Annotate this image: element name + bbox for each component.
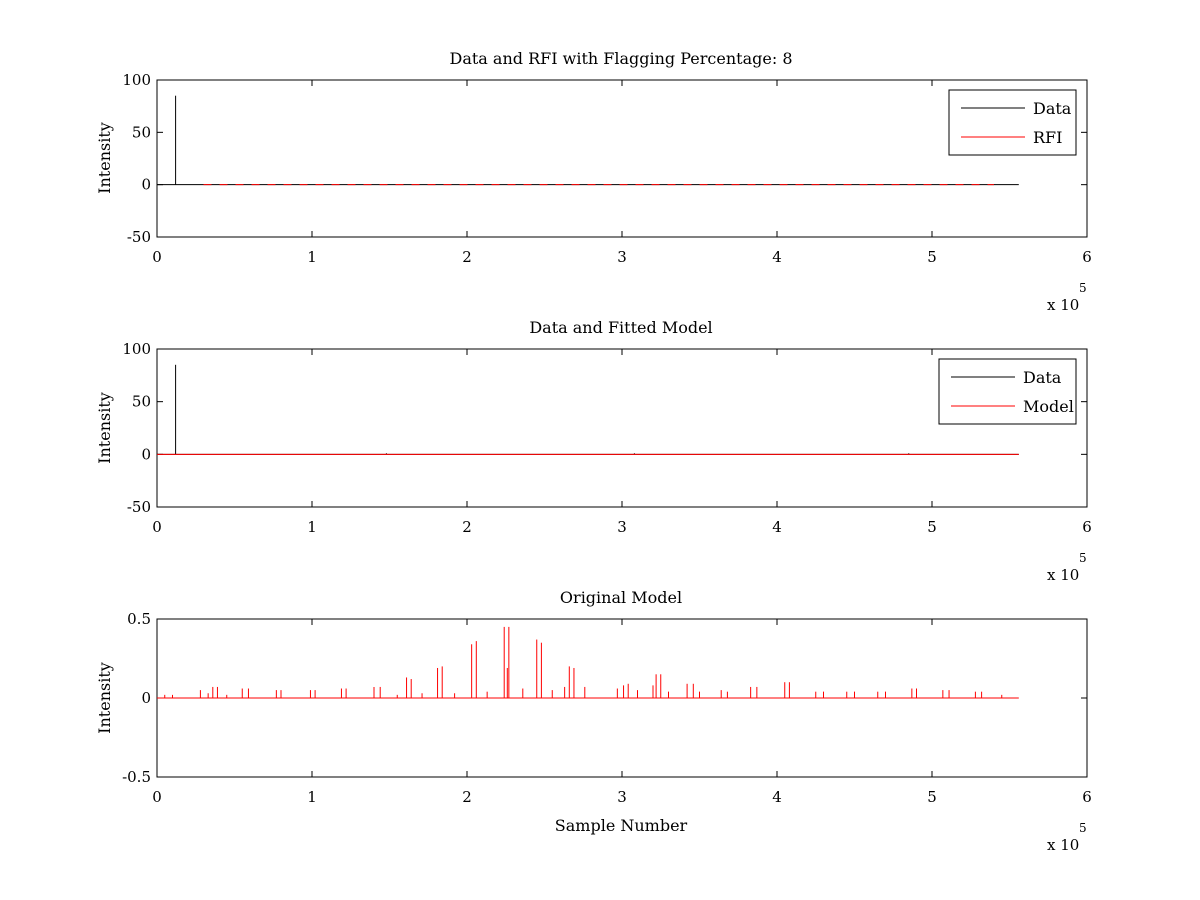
x-tick-label: 6	[1082, 248, 1092, 266]
x-tick-label: 4	[772, 518, 782, 536]
y-tick-label: 100	[122, 71, 151, 89]
x-tick-label: 3	[617, 788, 627, 806]
x-tick-label: 4	[772, 788, 782, 806]
chart-title: Data and RFI with Flagging Percentage: 8	[449, 49, 792, 68]
x-tick-label: 4	[772, 248, 782, 266]
y-tick-label: -50	[127, 228, 151, 246]
plot-area: 0 1 2 3 4 5 6-0.500.5	[122, 610, 1092, 806]
x-axis-multiplier: x 10	[1047, 566, 1079, 584]
y-tick-label: 100	[122, 340, 151, 358]
x-tick-label: 5	[927, 788, 937, 806]
x-axis-multiplier-exponent: 5	[1079, 821, 1087, 835]
chart-title: Data and Fitted Model	[529, 318, 712, 337]
x-tick-label: 0	[152, 248, 162, 266]
legend: Data RFI	[948, 89, 1077, 156]
subplot-data-model: Data and Fitted Model Intensity 0 1 2 3 4 5 6 -…	[95, 318, 1092, 584]
x-tick-label: 1	[307, 518, 317, 536]
x-tick-label: 2	[462, 518, 472, 536]
y-tick-label: 0.5	[127, 610, 151, 628]
y-axis-label: Intensity	[95, 392, 114, 464]
legend-entry: RFI	[1033, 128, 1062, 147]
x-tick-label: 0	[152, 518, 162, 536]
y-tick-label: 0	[141, 445, 151, 463]
y-tick-label: 0	[141, 689, 151, 707]
axes-frame	[156, 348, 1088, 508]
x-tick-label: 1	[307, 248, 317, 266]
x-axis-multiplier-exponent: 5	[1079, 281, 1087, 295]
x-tick-label: 6	[1082, 518, 1092, 536]
x-tick-label: 2	[462, 788, 472, 806]
x-tick-label: 0	[152, 788, 162, 806]
y-tick-label: -50	[127, 498, 151, 516]
y-tick-label: 0	[141, 176, 151, 194]
x-tick-label: 3	[617, 248, 627, 266]
x-axis-multiplier: x 10	[1047, 836, 1079, 854]
x-axis-multiplier: x 10	[1047, 296, 1079, 314]
legend-box	[948, 89, 1077, 156]
x-tick-label: 1	[307, 788, 317, 806]
chart-title: Original Model	[560, 588, 682, 607]
legend-entry: Data	[1023, 368, 1062, 387]
x-tick-label: 5	[927, 518, 937, 536]
legend-entry: Model	[1023, 397, 1074, 416]
x-axis-label: Sample Number	[555, 816, 688, 835]
x-tick-label: 5	[927, 248, 937, 266]
x-axis-multiplier-exponent: 5	[1079, 551, 1087, 565]
subplot-data-rfi: Data and RFI with Flagging Percentage: 8…	[95, 49, 1092, 314]
subplot-original-model: Original Model Intensity Sample Number 0…	[95, 588, 1092, 854]
y-tick-label: 50	[132, 123, 151, 141]
y-axis-label: Intensity	[95, 662, 114, 734]
y-tick-label: -0.5	[122, 768, 151, 786]
x-tick-label: 3	[617, 518, 627, 536]
legend: Data Model	[938, 358, 1077, 425]
y-tick-label: 50	[132, 393, 151, 411]
x-tick-label: 2	[462, 248, 472, 266]
y-axis-label: Intensity	[95, 122, 114, 194]
x-tick-label: 6	[1082, 788, 1092, 806]
legend-entry: Data	[1033, 99, 1072, 118]
legend-box	[938, 358, 1077, 425]
axes-frame	[156, 79, 1088, 238]
